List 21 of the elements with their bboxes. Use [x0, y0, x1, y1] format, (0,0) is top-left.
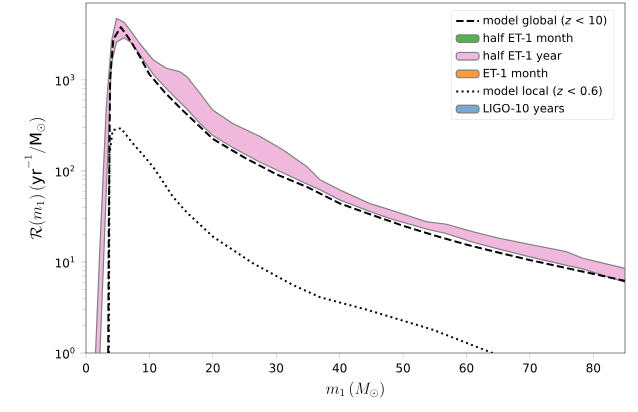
- x-tick-label: 20: [206, 363, 220, 372]
- y-tick-label: 10$^{1}$: [56, 256, 74, 268]
- x-tick-label: 30: [270, 363, 284, 372]
- legend-label: half ET-1 year: [484, 50, 562, 62]
- y-tick-label: 10$^{2}$: [56, 165, 74, 177]
- y-axis-title: $\mathcal{R}(m_1)\,(\mathrm{yr}^{-1}/\mathrm{M}_\odot)$: [24, 118, 46, 240]
- legend-label: ET-1 month: [484, 68, 548, 78]
- x-tick-label: 50: [396, 363, 410, 372]
- x-tick-label: 60: [460, 363, 474, 372]
- legend-label: LIGO-10 years: [484, 104, 564, 115]
- x-tick-label: 0: [82, 363, 90, 372]
- legend-label: model local (z < 0.6): [484, 86, 602, 96]
- y-tick-label: 10$^{3}$: [56, 74, 74, 86]
- x-tick-label: 10: [143, 363, 156, 372]
- x-tick-label: 80: [586, 363, 600, 372]
- x-tick-label: 40: [332, 363, 346, 372]
- legend-label: half ET-1 month: [484, 33, 572, 42]
- x-tick-label: 70: [523, 363, 537, 372]
- x-axis-title: $m_1\,(M_\odot)$: [326, 382, 384, 398]
- legend-label: model global (z < 10): [484, 16, 606, 27]
- y-tick-label: 10$^{0}$: [56, 347, 74, 359]
